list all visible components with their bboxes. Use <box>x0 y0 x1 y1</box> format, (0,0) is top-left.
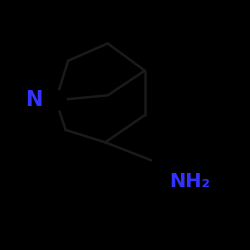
Text: N: N <box>25 90 42 110</box>
Point <box>160 162 164 166</box>
Text: NH₂: NH₂ <box>169 172 210 191</box>
Point <box>54 98 58 102</box>
